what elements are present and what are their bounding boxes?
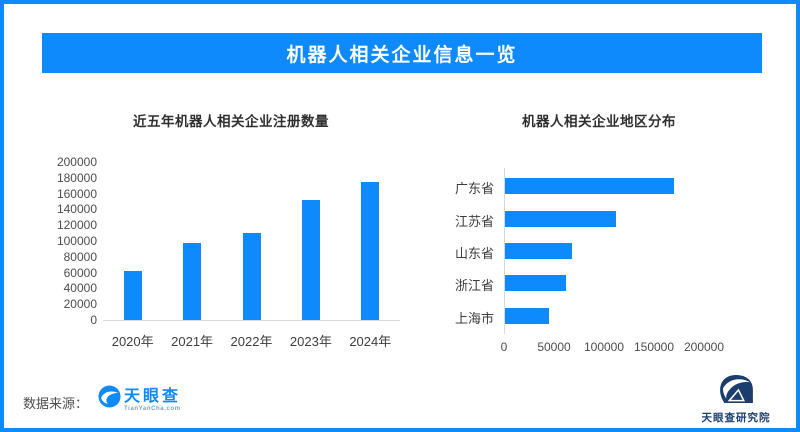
y-category-label: 江苏省 <box>454 213 494 229</box>
bar <box>505 178 674 195</box>
y-tick-label: 180000 <box>56 170 97 185</box>
y-tick-label: 40000 <box>63 281 97 296</box>
research-institute-logo: 天眼查研究院 <box>696 375 776 425</box>
tianyancha-logo-domain: TianYanCha.com <box>124 406 181 412</box>
data-source-row: 数据来源： 天眼查 TianYanCha.com <box>23 385 181 412</box>
right-chart-title: 机器人相关企业地区分布 <box>522 114 676 129</box>
y-tick-label: 80000 <box>63 249 97 264</box>
tianyancha-logo-text: 天眼查 <box>124 388 182 405</box>
tianyancha-logo: 天眼查 TianYanCha.com <box>98 385 181 412</box>
y-category-label: 上海市 <box>454 310 494 326</box>
x-tick-label: 0 <box>500 340 508 354</box>
x-category-label: 2024年 <box>349 334 392 349</box>
y-tick-label: 100000 <box>56 234 97 248</box>
x-tick-label: 150000 <box>633 340 675 354</box>
x-category-label: 2023年 <box>289 334 332 349</box>
left-chart-title: 近五年机器人相关企业注册数量 <box>133 114 329 129</box>
tianyancha-eye-icon <box>98 385 121 408</box>
y-category-label: 广东省 <box>454 181 494 197</box>
y-tick-label: 200000 <box>56 155 97 169</box>
x-tick-label: 200000 <box>683 340 725 354</box>
page-title: 机器人相关企业信息一览 <box>286 44 518 66</box>
bar <box>301 199 320 320</box>
y-axis-line <box>504 168 505 334</box>
tianyancha-logo-text-block: 天眼查 TianYanCha.com <box>124 385 181 412</box>
x-tick-label: 100000 <box>583 340 625 354</box>
bar <box>505 275 566 292</box>
bar <box>183 243 202 320</box>
y-tick-label: 20000 <box>63 297 97 312</box>
y-category-label: 山东省 <box>454 246 494 261</box>
y-tick-label: 140000 <box>56 202 97 217</box>
research-institute-icon <box>719 375 753 403</box>
y-tick-label: 60000 <box>63 265 97 280</box>
bar <box>123 271 142 320</box>
x-axis-line <box>103 320 400 321</box>
x-tick-label: 50000 <box>537 340 571 354</box>
data-source-label: 数据来源： <box>23 396 89 411</box>
x-category-label: 2021年 <box>171 334 214 349</box>
bar <box>361 181 380 320</box>
y-tick-label: 120000 <box>56 218 97 233</box>
x-category-label: 2020年 <box>111 334 154 349</box>
page-title-banner: 机器人相关企业信息一览 <box>42 33 762 73</box>
y-category-label: 浙江省 <box>454 278 494 294</box>
bar <box>505 243 572 259</box>
bar <box>505 210 616 227</box>
bar <box>242 233 261 320</box>
bar <box>505 307 549 324</box>
research-institute-label: 天眼查研究院 <box>701 412 771 424</box>
x-category-label: 2022年 <box>230 334 273 349</box>
y-tick-label: 160000 <box>56 186 97 201</box>
y-tick-label: 0 <box>90 313 97 327</box>
